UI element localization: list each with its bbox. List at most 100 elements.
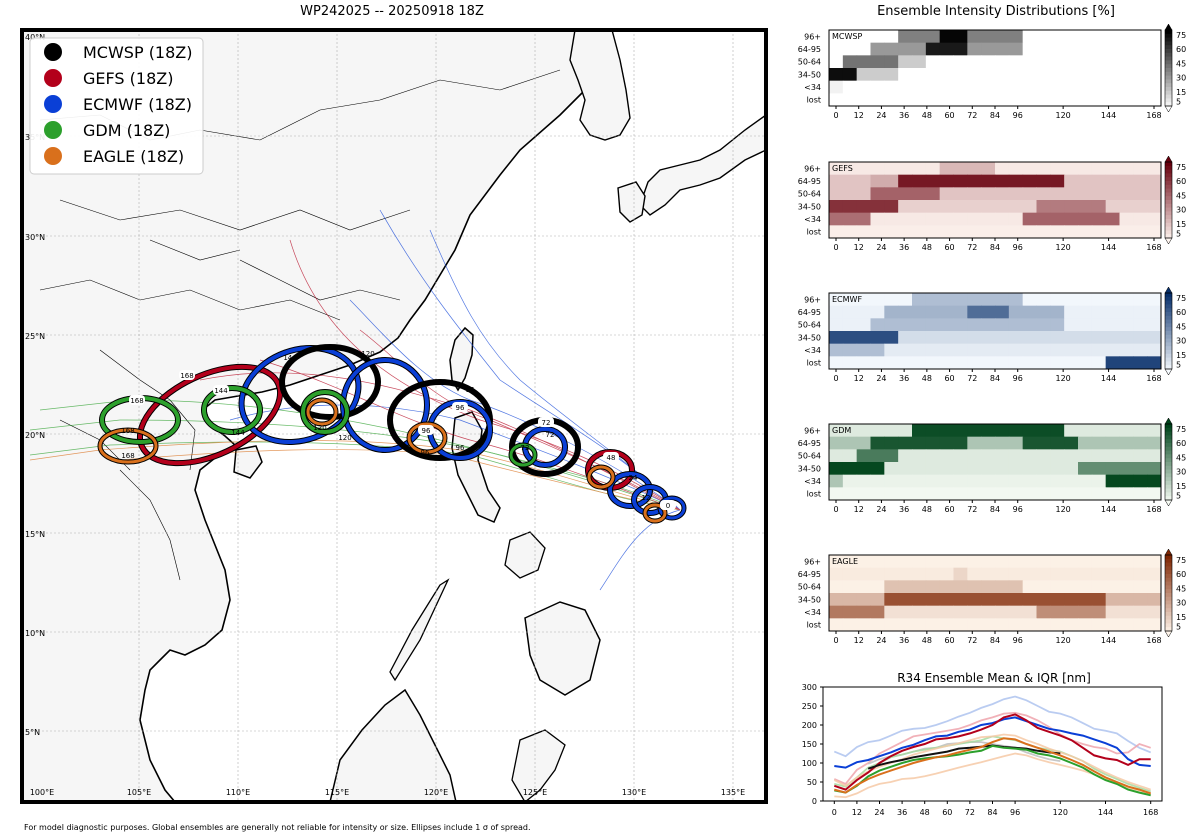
heatmap-row-label: <34 bbox=[804, 83, 821, 92]
heatmap-cell bbox=[870, 618, 885, 632]
heatmap-cell bbox=[1008, 343, 1024, 357]
svg-text:24: 24 bbox=[629, 474, 638, 482]
heatmap-cell bbox=[925, 474, 941, 488]
heatmap-panel-eagle: EAGLE 96+ 64-95 50-64 34-50 <34 lost 0 12 24 36 48 6… bbox=[798, 548, 1186, 645]
heatmap-x-tick-label: 36 bbox=[899, 505, 909, 514]
heatmap-x-tick-label: 96 bbox=[1013, 636, 1023, 645]
heatmap-cell bbox=[912, 30, 927, 44]
heatmap-panel-gefs: GEFS 96+ 64-95 50-64 34-50 <34 lost 0 12 24 36 48 60… bbox=[798, 155, 1186, 252]
heatmap-cell bbox=[981, 55, 996, 69]
heatmap-cell bbox=[1050, 424, 1065, 438]
heatmap-cell bbox=[1091, 555, 1107, 569]
heatmap-cell bbox=[1022, 593, 1037, 607]
heatmap-cell bbox=[842, 555, 858, 569]
heatmap-row-label: 64-95 bbox=[798, 570, 821, 579]
lon-label: 135°E bbox=[721, 788, 745, 797]
heatmap-cell bbox=[1078, 293, 1093, 307]
colorbar-segment bbox=[1165, 331, 1172, 336]
colorbar-segment bbox=[1165, 600, 1172, 605]
heatmap-cell bbox=[856, 474, 871, 488]
heatmap-cell bbox=[1022, 305, 1037, 319]
colorbar-segment bbox=[1165, 207, 1172, 212]
colorbar-tick-label: 60 bbox=[1176, 439, 1186, 448]
heatmap-cell bbox=[953, 356, 968, 370]
heatmap-cell bbox=[1105, 567, 1120, 581]
heatmap-cell bbox=[1133, 42, 1148, 56]
heatmap-cell bbox=[1119, 618, 1134, 632]
heatmap-cell bbox=[912, 449, 927, 463]
heatmap-cell bbox=[898, 305, 913, 319]
heatmap-x-tick-label: 48 bbox=[922, 505, 932, 514]
heatmap-cell bbox=[1050, 487, 1065, 501]
heatmap-cell bbox=[1008, 42, 1024, 56]
lat-label: 15°N bbox=[25, 530, 45, 539]
heatmap-cell bbox=[939, 80, 954, 94]
heatmap-cell bbox=[953, 212, 968, 226]
colorbar-segment bbox=[1165, 458, 1172, 463]
heatmap-x-tick-label: 84 bbox=[990, 243, 1000, 252]
heatmap-cell bbox=[1064, 343, 1079, 357]
heatmap-cell bbox=[1105, 80, 1120, 94]
colorbar-segment bbox=[1165, 589, 1172, 594]
heatmap-cell bbox=[1036, 593, 1051, 607]
colorbar-tick-label: 15 bbox=[1176, 220, 1186, 229]
heatmap-cell bbox=[1147, 187, 1162, 201]
colorbar-segment bbox=[1165, 323, 1172, 328]
svg-text:144: 144 bbox=[283, 354, 297, 362]
heatmap-cell bbox=[1133, 174, 1148, 188]
heatmap-cell bbox=[842, 318, 858, 332]
heatmap-cell bbox=[925, 618, 941, 632]
heatmap-cell bbox=[842, 331, 858, 345]
heatmap-cell bbox=[1119, 225, 1134, 239]
heatmap-cell bbox=[967, 293, 982, 307]
r34-x-tick-label: 84 bbox=[987, 808, 997, 817]
svg-text:96: 96 bbox=[421, 449, 430, 457]
heatmap-x-tick-label: 60 bbox=[944, 505, 954, 514]
heatmap-cell bbox=[1133, 343, 1148, 357]
heatmap-cell bbox=[939, 318, 954, 332]
heatmap-cell bbox=[1105, 424, 1120, 438]
heatmap-cell bbox=[870, 318, 885, 332]
heatmap-cell bbox=[1105, 293, 1120, 307]
heatmap-cell bbox=[1078, 424, 1093, 438]
heatmap-cell bbox=[829, 436, 844, 450]
heatmap-cell bbox=[1147, 42, 1162, 56]
heatmap-cell bbox=[1091, 212, 1107, 226]
lat-label: 30°N bbox=[25, 233, 45, 242]
heatmap-cell bbox=[1022, 343, 1037, 357]
svg-text:48: 48 bbox=[607, 454, 616, 462]
heatmap-cell bbox=[1119, 55, 1134, 69]
colorbar-segment bbox=[1165, 334, 1172, 340]
colorbar-segment bbox=[1165, 454, 1172, 459]
heatmap-cell bbox=[1036, 449, 1051, 463]
heatmap-row-label: 64-95 bbox=[798, 308, 821, 317]
heatmap-cell bbox=[981, 580, 996, 594]
heatmap-cell bbox=[1091, 200, 1107, 214]
heatmap-cell bbox=[884, 187, 899, 201]
colorbar-segment bbox=[1165, 90, 1172, 96]
heatmap-cell bbox=[1050, 580, 1065, 594]
heatmap-cell bbox=[912, 567, 927, 581]
r34-x-tick-label: 60 bbox=[942, 808, 952, 817]
colorbar-tick-label: 5 bbox=[1176, 491, 1181, 500]
heatmap-cell bbox=[1147, 55, 1162, 69]
heatmap-cell bbox=[1078, 162, 1093, 176]
heatmap-cell bbox=[995, 331, 1010, 345]
heatmap-cell bbox=[1147, 449, 1162, 463]
heatmap-cell bbox=[856, 174, 871, 188]
colorbar-segment bbox=[1165, 473, 1172, 478]
colorbar-segment bbox=[1165, 435, 1172, 440]
heatmap-cell bbox=[1008, 356, 1024, 370]
heatmap-cell bbox=[842, 68, 858, 82]
heatmap-cell bbox=[953, 424, 968, 438]
heatmap-cell bbox=[1091, 55, 1107, 69]
heatmap-cell bbox=[1008, 174, 1024, 188]
heatmap-cell bbox=[995, 555, 1010, 569]
heatmap-cell bbox=[884, 55, 899, 69]
heatmap-cell bbox=[1105, 212, 1120, 226]
heatmap-cell bbox=[981, 162, 996, 176]
intensity-distributions-title: Ensemble Intensity Distributions [%] bbox=[877, 4, 1115, 19]
heatmap-row-label: 64-95 bbox=[798, 45, 821, 54]
heatmap-cell bbox=[842, 42, 858, 56]
heatmap-cell bbox=[1091, 618, 1107, 632]
